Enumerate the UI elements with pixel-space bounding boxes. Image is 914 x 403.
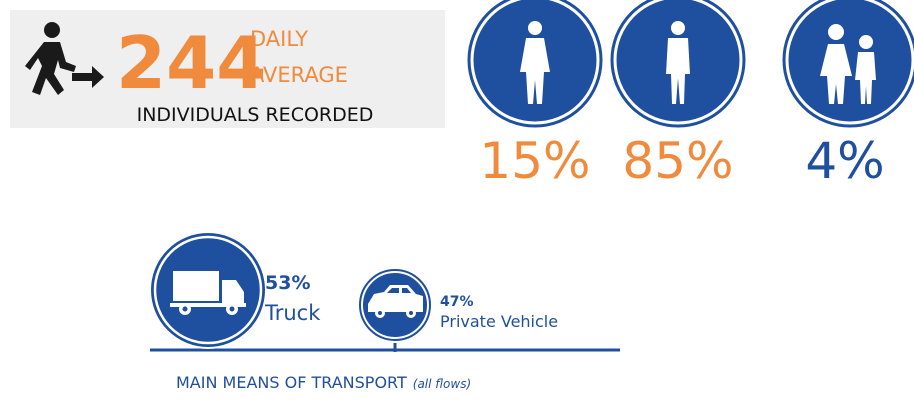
woman-icon — [464, 0, 606, 131]
truck-icon — [149, 231, 267, 349]
stat-number: 244 — [116, 21, 266, 105]
stat-unit: DAILY — [250, 27, 308, 51]
car-icon — [357, 267, 433, 343]
stat-caption: INDIVIDUALS RECORDED — [137, 104, 374, 126]
stat-box — [10, 10, 445, 128]
transport-name: Truck — [264, 301, 321, 325]
caption-note: (all flows) — [413, 377, 471, 391]
gender-share: 4% — [805, 132, 884, 190]
transport-name: Private Vehicle — [440, 312, 558, 331]
transport-share: 53% — [265, 272, 310, 294]
man-icon — [607, 0, 749, 131]
gender-share: 15% — [479, 132, 590, 190]
gender-share: 85% — [622, 132, 733, 190]
transport-caption: MAIN MEANS OF TRANSPORT (all flows) — [176, 373, 471, 392]
caption-main: MAIN MEANS OF TRANSPORT — [176, 373, 407, 392]
stat-unit: AVERAGE — [250, 63, 348, 87]
transport-share: 47% — [440, 294, 474, 310]
children-icon — [779, 0, 914, 131]
walker-icon — [25, 22, 104, 95]
